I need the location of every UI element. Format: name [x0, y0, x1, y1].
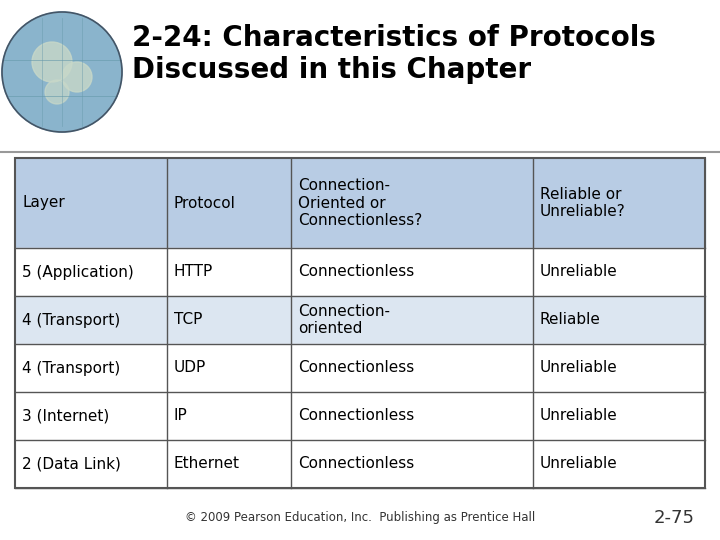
Text: Connection-
Oriented or
Connectionless?: Connection- Oriented or Connectionless?: [298, 178, 422, 228]
Text: IP: IP: [174, 408, 187, 423]
Circle shape: [32, 42, 72, 82]
Text: 5 (Application): 5 (Application): [22, 265, 134, 280]
Text: Unreliable: Unreliable: [539, 265, 617, 280]
Circle shape: [45, 80, 69, 104]
Bar: [15, 158, 705, 488]
Text: Layer: Layer: [22, 195, 65, 211]
Text: TCP: TCP: [174, 313, 202, 327]
Text: Ethernet: Ethernet: [174, 456, 240, 471]
Text: Connectionless: Connectionless: [298, 361, 414, 375]
Text: UDP: UDP: [174, 361, 206, 375]
Text: Connection-
oriented: Connection- oriented: [298, 304, 390, 336]
Text: Connectionless: Connectionless: [298, 408, 414, 423]
Circle shape: [2, 12, 122, 132]
Text: Discussed in this Chapter: Discussed in this Chapter: [132, 56, 531, 84]
Text: Connectionless: Connectionless: [298, 456, 414, 471]
Text: © 2009 Pearson Education, Inc.  Publishing as Prentice Hall: © 2009 Pearson Education, Inc. Publishin…: [185, 511, 535, 524]
Text: Reliable: Reliable: [539, 313, 600, 327]
Text: HTTP: HTTP: [174, 265, 213, 280]
Bar: [15, 392, 705, 440]
Text: 2-24: Characteristics of Protocols: 2-24: Characteristics of Protocols: [132, 24, 656, 52]
Text: Unreliable: Unreliable: [539, 408, 617, 423]
Text: 2-75: 2-75: [654, 509, 695, 527]
Bar: [15, 296, 705, 344]
Bar: [0, 0, 720, 152]
Text: Reliable or
Unreliable?: Reliable or Unreliable?: [539, 187, 625, 219]
Text: 2 (Data Link): 2 (Data Link): [22, 456, 121, 471]
Circle shape: [62, 62, 92, 92]
Bar: [15, 248, 705, 296]
Text: 4 (Transport): 4 (Transport): [22, 313, 120, 327]
Text: Unreliable: Unreliable: [539, 456, 617, 471]
Text: Connectionless: Connectionless: [298, 265, 414, 280]
Text: 4 (Transport): 4 (Transport): [22, 361, 120, 375]
Text: Unreliable: Unreliable: [539, 361, 617, 375]
Bar: [15, 344, 705, 392]
Text: 3 (Internet): 3 (Internet): [22, 408, 109, 423]
Text: Protocol: Protocol: [174, 195, 235, 211]
Bar: [15, 158, 705, 248]
Bar: [15, 440, 705, 488]
